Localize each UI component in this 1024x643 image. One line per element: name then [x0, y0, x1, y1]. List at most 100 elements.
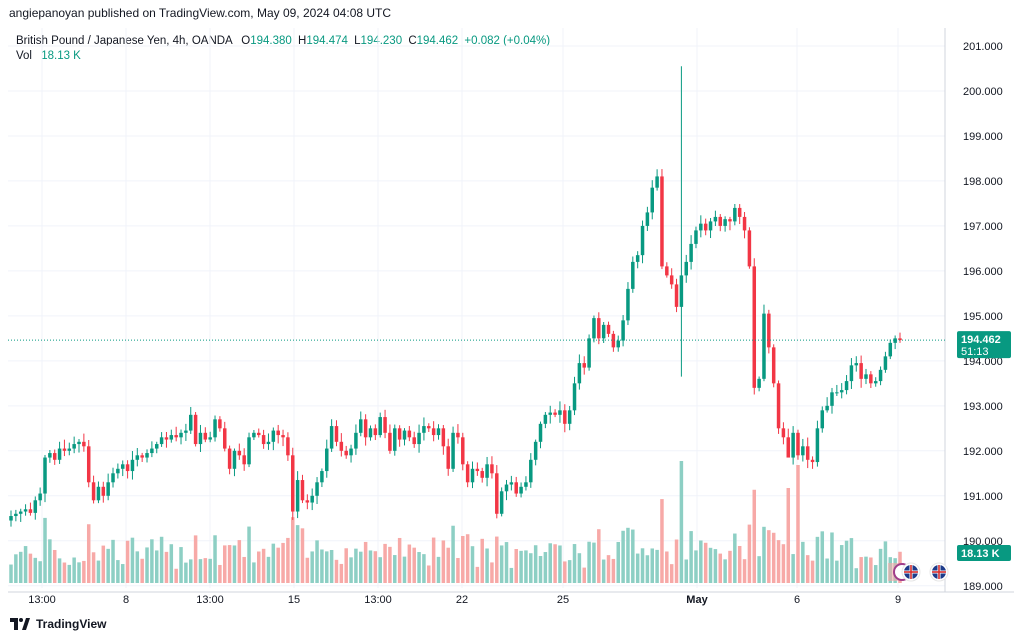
volume-bar [62, 562, 67, 583]
candle-body [699, 223, 703, 231]
candle-body [640, 225, 645, 256]
volume-bar [184, 562, 188, 583]
volume-bar [820, 531, 825, 583]
y-tick-label: 201.000 [963, 41, 1003, 53]
volume-bar [407, 544, 412, 583]
low-key: L [354, 35, 361, 47]
volume-bar [91, 552, 96, 583]
close-value: 194.462 [416, 35, 459, 47]
volume-bar [781, 544, 786, 583]
candle-body [14, 513, 18, 517]
tradingview-logo-icon[interactable] [10, 618, 30, 630]
candle-body [626, 288, 630, 321]
volume-bar [77, 562, 81, 583]
volume-bar [635, 553, 640, 583]
volume-bar [373, 551, 378, 583]
candle-body [145, 453, 149, 458]
volume-bar [150, 539, 154, 583]
candle-body [349, 448, 353, 456]
candle-body [407, 430, 412, 438]
candle-body [242, 455, 246, 465]
candle-body [781, 428, 786, 438]
volume-bar [703, 542, 708, 583]
candle-body [461, 437, 465, 465]
candles [9, 66, 902, 527]
candle-body [801, 446, 805, 456]
last-price-tag [957, 331, 1011, 359]
candle-body [650, 187, 654, 213]
volume-bar [830, 532, 834, 583]
volume-bar [354, 548, 358, 583]
volume-bar [145, 547, 149, 583]
candle-body [757, 378, 761, 388]
volume-bar [839, 545, 844, 583]
volume-bar [397, 537, 402, 583]
volume-bar [456, 557, 460, 583]
candle-body [601, 324, 606, 339]
candle-body [427, 426, 431, 429]
volume-bar [18, 551, 23, 583]
symbol-title[interactable]: British Pound / Japanese Yen, 4h, OANDA [16, 35, 233, 47]
volume-bar [82, 560, 86, 583]
uk-flag-icon [901, 562, 921, 582]
candle-body [485, 464, 489, 478]
candle-body [291, 455, 295, 512]
volume-bar [383, 543, 387, 583]
volume-bar [247, 526, 251, 583]
volume-bar [786, 488, 791, 583]
y-tick-label: 197.000 [963, 221, 1003, 233]
candle-body [164, 437, 169, 440]
candle-body [106, 482, 110, 496]
candle-body [849, 365, 854, 382]
candle-body [9, 516, 13, 521]
candle-body [193, 414, 198, 445]
volume-bar [538, 556, 543, 583]
footer-brand[interactable]: TradingView [36, 617, 107, 631]
volume-bar [266, 556, 271, 583]
candle-body [18, 511, 23, 514]
candle-body [315, 482, 319, 496]
candle-body [33, 500, 38, 513]
close-key: C [408, 35, 417, 47]
candle-body [111, 473, 115, 483]
volume-label[interactable]: Vol [16, 50, 32, 62]
x-tick-label: 8 [123, 594, 129, 606]
volume-bar [120, 564, 125, 583]
candle-body [674, 284, 679, 307]
volume-bar [257, 551, 261, 583]
candle-body [548, 412, 552, 415]
candle-body [451, 432, 455, 469]
candle-body [43, 457, 47, 494]
volume-bar [222, 545, 227, 583]
volume-bar [198, 559, 203, 583]
volume-bar [363, 541, 368, 583]
volume-bar [650, 548, 654, 583]
candle-body [334, 426, 339, 442]
candle-body [679, 275, 684, 307]
candle-body [325, 448, 329, 472]
volume-bar [873, 565, 878, 583]
volume-bar [567, 560, 572, 583]
volume-bar [864, 556, 868, 583]
last-price-value: 194.462 [961, 334, 1001, 346]
volume-bar [57, 558, 62, 583]
candle-body [125, 464, 130, 472]
candle-body [368, 428, 373, 438]
candle-body [57, 448, 62, 460]
volume-bar [431, 537, 436, 583]
volume-bar [679, 461, 684, 583]
volume-bar [757, 556, 761, 583]
volume-bar [708, 547, 713, 583]
candle-body [329, 426, 334, 449]
candle-body [436, 428, 441, 436]
candle-body [456, 432, 460, 438]
volume-bar [767, 530, 771, 583]
candle-body [635, 255, 640, 262]
y-tick-label: 194.000 [963, 356, 1003, 368]
volume-bar [276, 547, 280, 583]
volume-bar [334, 559, 339, 583]
candle-body [538, 423, 543, 442]
candle-body [854, 363, 859, 366]
